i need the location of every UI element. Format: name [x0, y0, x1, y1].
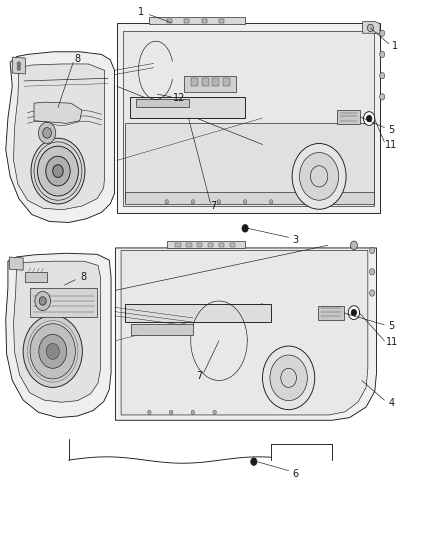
Circle shape — [35, 292, 50, 311]
Circle shape — [191, 200, 194, 204]
Circle shape — [39, 122, 56, 143]
Circle shape — [23, 316, 82, 387]
Text: 8: 8 — [74, 54, 81, 64]
Circle shape — [39, 334, 67, 368]
Circle shape — [370, 269, 375, 275]
Polygon shape — [130, 97, 245, 118]
Text: 4: 4 — [389, 398, 395, 408]
Circle shape — [364, 112, 375, 125]
Circle shape — [46, 343, 59, 359]
Polygon shape — [149, 17, 245, 23]
Circle shape — [30, 324, 75, 379]
Circle shape — [39, 297, 46, 305]
Polygon shape — [34, 102, 82, 123]
Circle shape — [350, 241, 357, 249]
Circle shape — [269, 200, 273, 204]
Text: 1: 1 — [138, 7, 144, 17]
Polygon shape — [212, 78, 219, 86]
Polygon shape — [219, 243, 224, 247]
Circle shape — [170, 410, 173, 415]
Circle shape — [43, 127, 51, 138]
Text: 11: 11 — [385, 140, 397, 150]
Polygon shape — [191, 78, 198, 86]
Polygon shape — [6, 253, 111, 418]
Polygon shape — [336, 110, 360, 124]
Circle shape — [300, 152, 339, 200]
Polygon shape — [116, 248, 377, 420]
Circle shape — [380, 30, 385, 36]
Circle shape — [38, 146, 78, 196]
Circle shape — [367, 24, 374, 31]
Polygon shape — [14, 64, 105, 210]
Circle shape — [351, 310, 357, 316]
Text: 7: 7 — [211, 200, 217, 211]
Polygon shape — [230, 243, 235, 247]
Circle shape — [53, 165, 63, 177]
Polygon shape — [223, 78, 230, 86]
Polygon shape — [131, 324, 193, 335]
Polygon shape — [125, 123, 374, 200]
Circle shape — [370, 247, 375, 254]
Text: 3: 3 — [292, 235, 298, 245]
Text: 5: 5 — [389, 321, 395, 331]
Circle shape — [46, 156, 70, 186]
Polygon shape — [167, 19, 172, 22]
Polygon shape — [136, 100, 188, 108]
Polygon shape — [184, 76, 237, 92]
Circle shape — [251, 458, 257, 465]
Circle shape — [380, 94, 385, 100]
Text: 12: 12 — [173, 93, 185, 103]
Circle shape — [165, 200, 169, 204]
Polygon shape — [197, 243, 202, 247]
Polygon shape — [125, 192, 374, 204]
Circle shape — [31, 138, 85, 204]
Polygon shape — [219, 19, 224, 22]
Circle shape — [244, 200, 247, 204]
Circle shape — [348, 306, 360, 319]
Circle shape — [213, 410, 216, 415]
Circle shape — [370, 290, 375, 296]
Text: 8: 8 — [80, 272, 86, 282]
Circle shape — [242, 224, 248, 232]
Polygon shape — [25, 272, 47, 282]
Polygon shape — [30, 288, 97, 317]
Circle shape — [148, 410, 151, 415]
Polygon shape — [167, 241, 245, 248]
Text: 5: 5 — [388, 125, 394, 135]
Circle shape — [367, 115, 372, 122]
Text: 1: 1 — [392, 42, 398, 52]
Polygon shape — [125, 304, 271, 322]
Polygon shape — [201, 19, 207, 22]
Polygon shape — [6, 52, 115, 222]
Text: 11: 11 — [385, 337, 398, 348]
Polygon shape — [208, 243, 213, 247]
Polygon shape — [117, 22, 380, 214]
Polygon shape — [186, 243, 191, 247]
Circle shape — [292, 143, 346, 209]
Polygon shape — [201, 78, 208, 86]
Polygon shape — [363, 21, 380, 33]
Circle shape — [270, 355, 307, 401]
Circle shape — [17, 66, 21, 70]
Polygon shape — [12, 57, 25, 74]
Polygon shape — [121, 251, 368, 415]
Polygon shape — [318, 306, 344, 319]
Circle shape — [217, 200, 221, 204]
Polygon shape — [123, 30, 374, 206]
Circle shape — [262, 346, 315, 410]
Circle shape — [191, 410, 194, 415]
Circle shape — [380, 72, 385, 79]
Circle shape — [17, 62, 21, 66]
Polygon shape — [14, 261, 101, 402]
Text: 6: 6 — [292, 470, 298, 479]
Circle shape — [380, 51, 385, 58]
Text: 7: 7 — [196, 372, 202, 381]
Polygon shape — [184, 19, 189, 22]
Polygon shape — [9, 257, 23, 270]
Polygon shape — [176, 243, 181, 247]
